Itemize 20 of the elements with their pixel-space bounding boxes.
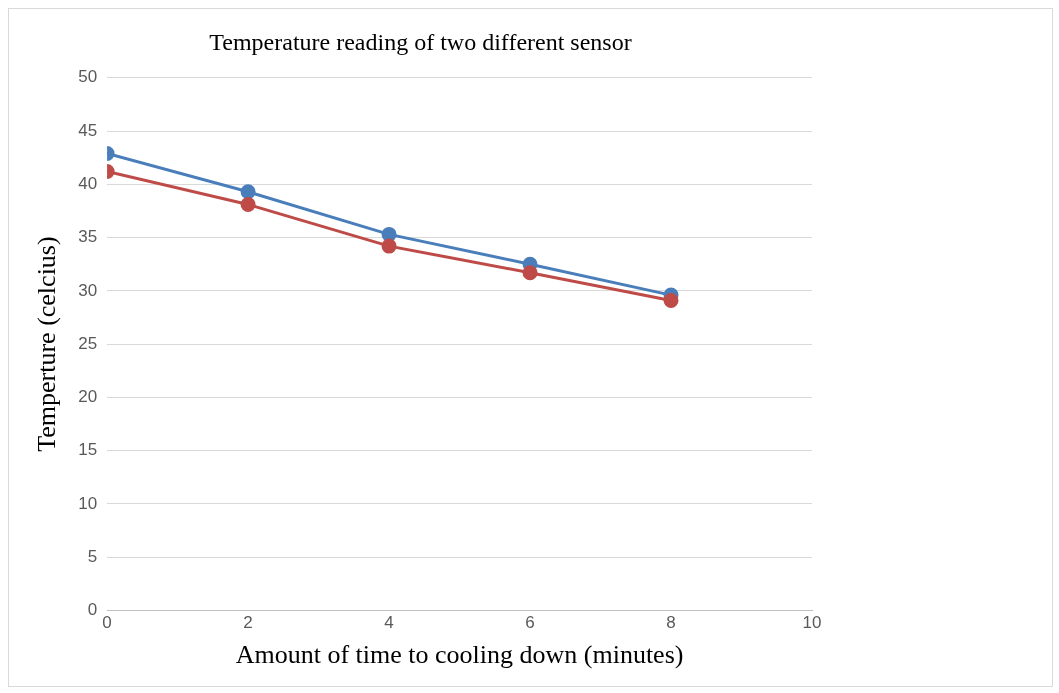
y-tick-label: 15 bbox=[78, 440, 98, 460]
y-tick-label: 0 bbox=[87, 600, 98, 620]
y-tick-label: 30 bbox=[78, 280, 98, 300]
y-tick-label: 20 bbox=[78, 387, 98, 407]
y-axis-title: Temperture (celcius) bbox=[32, 236, 62, 452]
y-tick-label: 25 bbox=[78, 333, 98, 353]
chart-title: Temperature reading of two different sensor bbox=[209, 28, 632, 55]
x-tick-label: 4 bbox=[384, 613, 394, 633]
x-tick-label: 2 bbox=[243, 613, 253, 633]
x-axis-title: Amount of time to cooling down (minutes) bbox=[235, 640, 684, 670]
y-tick-label: 50 bbox=[78, 67, 98, 87]
x-tick-label: 6 bbox=[525, 613, 535, 633]
x-tick-label: 0 bbox=[102, 613, 112, 633]
y-tick-label: 45 bbox=[78, 120, 98, 140]
y-tick-label: 5 bbox=[87, 546, 98, 566]
y-tick-label: 35 bbox=[78, 227, 98, 247]
x-tick-label: 8 bbox=[666, 613, 676, 633]
x-tick-label: 10 bbox=[802, 613, 822, 633]
y-tick-label: 40 bbox=[78, 174, 98, 194]
y-tick-label: 10 bbox=[78, 493, 98, 513]
